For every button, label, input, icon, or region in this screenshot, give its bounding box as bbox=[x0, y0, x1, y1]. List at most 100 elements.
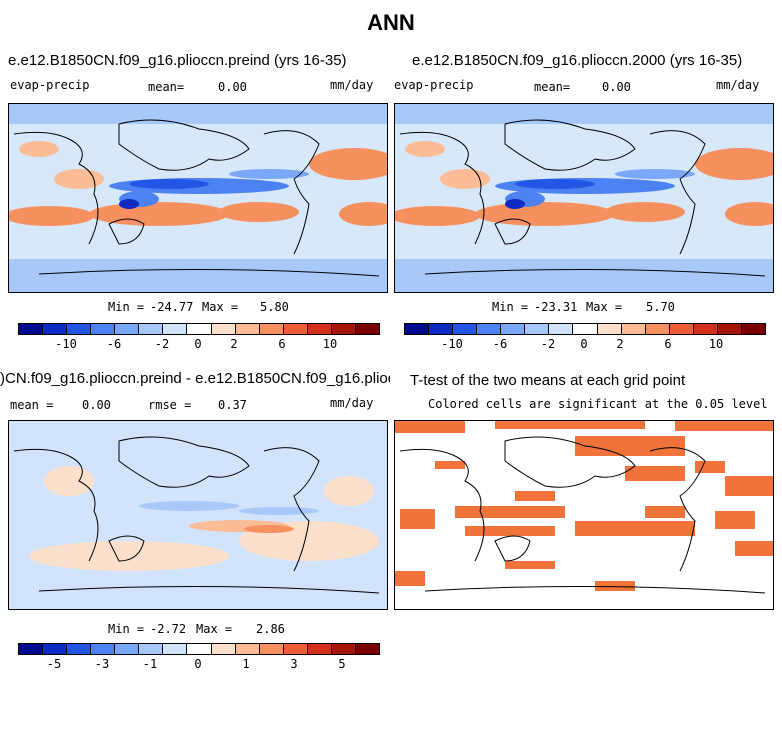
field-layers bbox=[9, 104, 387, 292]
colorbar-swatch bbox=[67, 644, 92, 654]
colorbar-swatch bbox=[501, 324, 526, 334]
coastlines bbox=[399, 119, 766, 277]
tick-label: -5 bbox=[46, 657, 62, 671]
colorbar-swatch bbox=[645, 324, 670, 334]
panel4-title: T-test of the two means at each grid poi… bbox=[410, 372, 686, 389]
panel3-units: mm/day bbox=[330, 396, 374, 410]
tick-label: -3 bbox=[94, 657, 110, 671]
colorbar-swatch bbox=[163, 324, 188, 334]
colorbar-swatch bbox=[693, 324, 718, 334]
colorbar-swatch bbox=[331, 324, 356, 334]
colorbar-swatch bbox=[211, 324, 236, 334]
panel1-mean-label: mean= bbox=[148, 80, 185, 94]
coastlines bbox=[13, 436, 380, 594]
colorbar-swatch bbox=[19, 644, 44, 654]
panel1-map bbox=[8, 103, 388, 293]
colorbar-swatch bbox=[43, 324, 68, 334]
panel3-max-value: 2.86 bbox=[256, 622, 285, 636]
panel2-colorbar-ticks: -10 -6 -2 0 2 6 10 bbox=[404, 337, 764, 353]
colorbar-swatch bbox=[235, 324, 260, 334]
panel3-title: )CN.f09_g16.plioccn.preind - e.e12.B1850… bbox=[0, 370, 390, 387]
significance-cells bbox=[395, 421, 773, 591]
colorbar-swatch bbox=[187, 644, 212, 654]
field-layers bbox=[9, 421, 387, 609]
colorbar-swatch bbox=[355, 644, 379, 654]
colorbar-swatch bbox=[283, 324, 308, 334]
colorbar-swatch bbox=[597, 324, 622, 334]
tick-label: 10 bbox=[708, 337, 724, 351]
colorbar-swatch bbox=[163, 644, 188, 654]
colorbar-swatch bbox=[67, 324, 92, 334]
coastlines bbox=[399, 436, 766, 594]
tick-label: -6 bbox=[106, 337, 122, 351]
panel4-map bbox=[394, 420, 774, 610]
panel3-max-label: Max = bbox=[196, 622, 233, 636]
panel3-mean-value: 0.00 bbox=[82, 398, 111, 412]
colorbar-swatch bbox=[139, 644, 164, 654]
tick-label: -2 bbox=[540, 337, 556, 351]
colorbar-swatch bbox=[19, 324, 44, 334]
panel3-mean-label: mean = bbox=[10, 398, 54, 412]
panel2-max-label: Max = bbox=[586, 300, 623, 314]
panel2-max-value: 5.70 bbox=[646, 300, 675, 314]
figure-title: ANN bbox=[367, 10, 415, 35]
panel2-variable-label: evap-precip bbox=[394, 78, 474, 92]
panel2-colorbar bbox=[404, 323, 766, 335]
tick-label: -6 bbox=[492, 337, 508, 351]
panel2-mean-label: mean= bbox=[534, 80, 571, 94]
colorbar-swatch bbox=[259, 644, 284, 654]
tick-label: 0 bbox=[580, 337, 588, 351]
colorbar-swatch bbox=[91, 644, 116, 654]
panel2-title: e.e12.B1850CN.f09_g16.plioccn.2000 (yrs … bbox=[412, 52, 743, 69]
colorbar-swatch bbox=[115, 324, 140, 334]
tick-label: 5 bbox=[338, 657, 346, 671]
tick-label: 10 bbox=[322, 337, 338, 351]
panel1-mean-value: 0.00 bbox=[218, 80, 247, 94]
tick-label: 0 bbox=[194, 337, 202, 351]
panel3-colorbar-ticks: -5 -3 -1 0 1 3 5 bbox=[18, 657, 378, 673]
tick-label: 0 bbox=[194, 657, 202, 671]
colorbar-swatch bbox=[355, 324, 379, 334]
tick-label: 1 bbox=[242, 657, 250, 671]
panel1-min-label: Min = bbox=[108, 300, 145, 314]
panel2-min-label: Min = bbox=[492, 300, 529, 314]
colorbar-swatch bbox=[549, 324, 574, 334]
panel2-mean-value: 0.00 bbox=[602, 80, 631, 94]
colorbar-swatch bbox=[525, 324, 550, 334]
panel1-min-value: -24.77 bbox=[150, 300, 194, 314]
colorbar-swatch bbox=[621, 324, 646, 334]
panel3-min-label: Min = bbox=[108, 622, 145, 636]
colorbar-swatch bbox=[307, 324, 332, 334]
colorbar-swatch bbox=[283, 644, 308, 654]
panel2-min-value: -23.31 bbox=[534, 300, 578, 314]
colorbar-swatch bbox=[477, 324, 502, 334]
colorbar-swatch bbox=[43, 644, 68, 654]
tick-label: 2 bbox=[616, 337, 624, 351]
colorbar-swatch bbox=[573, 324, 598, 334]
tick-label: 6 bbox=[664, 337, 672, 351]
panel1-max-value: 5.80 bbox=[260, 300, 289, 314]
colorbar-swatch bbox=[307, 644, 332, 654]
colorbar-swatch bbox=[429, 324, 454, 334]
tick-label: 6 bbox=[278, 337, 286, 351]
panel1-max-label: Max = bbox=[202, 300, 239, 314]
panel1-colorbar bbox=[18, 323, 380, 335]
colorbar-swatch bbox=[187, 324, 212, 334]
colorbar-swatch bbox=[331, 644, 356, 654]
tick-label: 3 bbox=[290, 657, 298, 671]
tick-label: -2 bbox=[154, 337, 170, 351]
panel1-colorbar-ticks: -10 -6 -2 0 2 6 10 bbox=[18, 337, 378, 353]
field-layers bbox=[395, 104, 773, 292]
panel3-min-value: -2.72 bbox=[150, 622, 187, 636]
colorbar-swatch bbox=[91, 324, 116, 334]
panel1-variable-label: evap-precip bbox=[10, 78, 90, 92]
panel1-units: mm/day bbox=[330, 78, 374, 92]
panel2-units: mm/day bbox=[716, 78, 760, 92]
colorbar-swatch bbox=[259, 324, 284, 334]
colorbar-swatch bbox=[669, 324, 694, 334]
panel2-map bbox=[394, 103, 774, 293]
colorbar-swatch bbox=[453, 324, 478, 334]
colorbar-swatch bbox=[717, 324, 742, 334]
tick-label: 2 bbox=[230, 337, 238, 351]
panel4-subtitle: Colored cells are significant at the 0.0… bbox=[428, 397, 768, 411]
